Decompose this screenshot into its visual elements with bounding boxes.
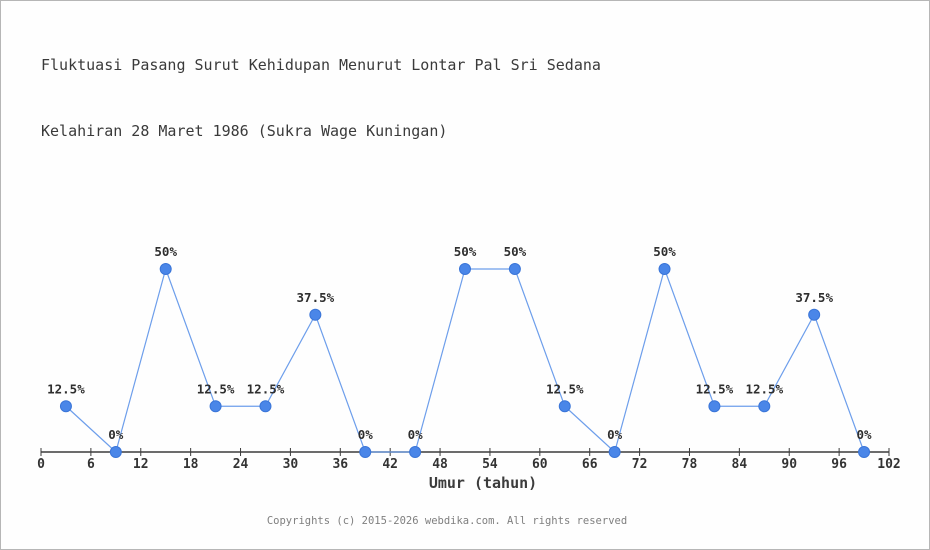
data-point	[359, 446, 372, 458]
data-point	[608, 446, 621, 458]
series-line	[65, 267, 865, 454]
data-point	[259, 400, 272, 413]
x-tick-label: 6	[87, 457, 95, 472]
data-point	[459, 263, 471, 275]
data-point	[658, 263, 671, 275]
x-axis-label: Umur (tahun)	[429, 474, 537, 492]
x-tick-label: 72	[632, 457, 648, 472]
point-value-label: 12.5%	[247, 381, 285, 396]
data-point	[59, 400, 72, 413]
x-tick-label: 90	[781, 457, 797, 472]
data-point	[409, 446, 422, 458]
point-value-label: 0%	[358, 427, 374, 442]
point-value-label: 0%	[108, 427, 124, 442]
point-value-label: 0%	[607, 427, 623, 442]
point-value-label: 12.5%	[696, 381, 734, 396]
point-value-label: 37.5%	[297, 290, 335, 305]
point-value-label: 50%	[154, 244, 177, 259]
point-value-label: 12.5%	[745, 381, 783, 396]
x-tick-label: 60	[532, 457, 548, 472]
page-title-line1: Fluktuasi Pasang Surut Kehidupan Menurut…	[41, 56, 601, 74]
data-point	[508, 263, 521, 275]
footer-copyright: Copyrights (c) 2015-2026 webdika.com. Al…	[266, 515, 628, 527]
x-tick-label: 0	[37, 457, 45, 472]
data-point	[159, 263, 172, 275]
x-tick-label: 102	[877, 457, 900, 472]
data-point	[708, 400, 721, 413]
point-value-label: 12.5%	[47, 381, 85, 396]
x-tick-label: 12	[133, 457, 149, 472]
data-point	[209, 400, 222, 413]
point-value-label: 50%	[504, 244, 527, 259]
x-tick-label: 42	[382, 457, 398, 472]
x-tick-label: 78	[682, 457, 698, 472]
x-tick-label: 96	[831, 457, 847, 472]
page-title-line2: Kelahiran 28 Maret 1986 (Sukra Wage Kuni…	[41, 122, 448, 140]
x-tick-label: 30	[283, 457, 299, 472]
point-value-label: 50%	[454, 244, 477, 259]
data-point	[109, 446, 122, 458]
data-point	[309, 308, 322, 321]
page-title: Fluktuasi Pasang Surut Kehidupan Menurut…	[41, 10, 601, 186]
x-tick-label: 66	[582, 457, 598, 472]
x-tick-label: 84	[732, 457, 748, 472]
x-tick-label: 18	[183, 457, 199, 472]
x-tick-label: 54	[482, 457, 498, 472]
point-value-label: 0%	[408, 427, 424, 442]
data-point	[558, 400, 571, 413]
point-value-label: 12.5%	[546, 381, 584, 396]
data-point	[808, 308, 821, 321]
point-value-label: 0%	[857, 427, 873, 442]
x-tick-label: 24	[233, 457, 249, 472]
point-value-label: 50%	[653, 244, 676, 259]
data-point	[758, 400, 771, 413]
x-tick-label: 36	[332, 457, 348, 472]
x-tick-label: 48	[432, 457, 448, 472]
point-value-label: 12.5%	[197, 381, 235, 396]
point-value-label: 37.5%	[795, 290, 833, 305]
data-point	[858, 446, 871, 458]
